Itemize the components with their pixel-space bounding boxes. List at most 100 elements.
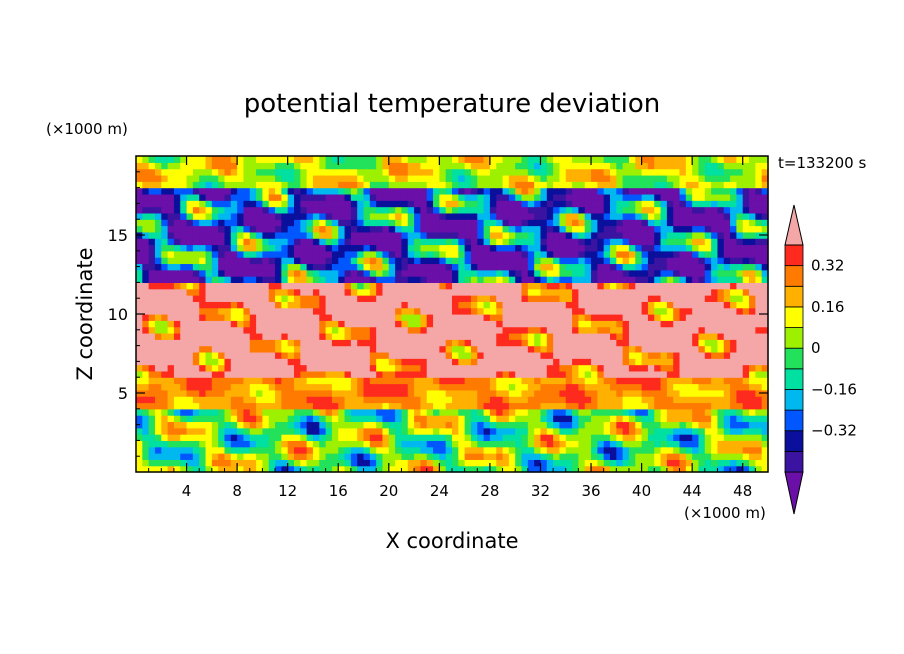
field-cell (704, 168, 712, 176)
field-cell (534, 162, 542, 170)
field-cell (673, 206, 681, 214)
field-cell (515, 402, 523, 410)
field-cell (401, 307, 409, 315)
field-cell (205, 326, 213, 334)
field-cell (262, 389, 270, 397)
field-cell (268, 320, 276, 328)
field-cell (388, 408, 396, 416)
field-cell (749, 225, 756, 233)
field-cell (287, 295, 295, 302)
field-cell (692, 440, 700, 448)
field-cell (287, 257, 295, 265)
field-cell (496, 370, 504, 378)
field-cell (186, 459, 194, 467)
field-cell (546, 276, 554, 283)
field-cell (445, 225, 453, 233)
field-cell (420, 320, 428, 328)
field-cell (521, 377, 529, 385)
field-cell (546, 427, 554, 435)
field-cell (483, 377, 491, 385)
field-cell (685, 263, 693, 271)
field-cell (433, 174, 440, 182)
field-cell (666, 427, 674, 435)
field-cell (205, 162, 213, 170)
field-cell (742, 244, 750, 252)
field-cell (205, 351, 213, 359)
field-cell (376, 231, 384, 239)
field-cell (161, 370, 169, 378)
field-cell (616, 339, 624, 347)
field-cell (496, 193, 504, 201)
field-cell (294, 351, 301, 359)
field-cell (742, 212, 750, 220)
field-cell (420, 288, 428, 296)
field-cell (755, 244, 763, 252)
field-cell (357, 193, 365, 201)
field-cell (407, 402, 415, 410)
field-cell (357, 307, 365, 315)
field-cell (338, 257, 346, 265)
field-cell (312, 225, 320, 233)
field-cell (218, 257, 226, 265)
field-cell (483, 225, 491, 233)
field-cell (325, 408, 333, 416)
field-cell (407, 200, 415, 208)
field-cell (173, 345, 181, 353)
field-cell (591, 168, 598, 176)
field-cell (256, 295, 263, 302)
field-cell (237, 358, 245, 366)
field-cell (597, 206, 605, 214)
field-cell (666, 345, 674, 353)
field-cell (559, 434, 567, 441)
field-cell (350, 168, 358, 176)
field-cell (635, 174, 643, 182)
field-cell (666, 453, 674, 460)
field-cell (464, 370, 472, 378)
field-cell (628, 238, 636, 246)
field-cell (755, 250, 763, 258)
field-cell (723, 200, 731, 208)
field-cell (287, 219, 295, 227)
field-cell (477, 257, 485, 265)
field-cell (382, 402, 390, 410)
field-cell (148, 408, 156, 416)
field-cell (458, 339, 466, 347)
field-cell (654, 396, 662, 404)
field-cell (369, 212, 377, 220)
field-cell (256, 446, 263, 454)
field-cell (382, 206, 390, 214)
field-cell (603, 238, 611, 246)
field-cell (452, 307, 459, 315)
field-cell (414, 263, 421, 271)
field-cell (452, 225, 459, 233)
field-cell (426, 383, 434, 391)
field-cell (464, 396, 472, 404)
field-cell (306, 459, 314, 467)
field-cell (192, 415, 200, 423)
field-cell (458, 156, 466, 163)
field-cell (452, 453, 459, 460)
field-cell (540, 465, 548, 473)
field-cell (256, 415, 263, 423)
field-cell (154, 282, 162, 290)
field-cell (401, 206, 409, 214)
field-cell (654, 187, 662, 195)
field-cell (363, 295, 371, 302)
field-cell (350, 383, 358, 391)
field-cell (306, 212, 314, 220)
field-cell (331, 225, 339, 233)
field-cell (452, 156, 459, 163)
field-cell (167, 351, 175, 359)
field-cell (439, 320, 447, 328)
field-cell (211, 396, 219, 404)
field-cell (407, 187, 415, 195)
field-cell (622, 440, 630, 448)
field-cell (685, 358, 693, 366)
field-cell (186, 263, 194, 271)
field-cell (755, 459, 763, 467)
field-cell (388, 453, 396, 460)
field-cell (426, 288, 434, 296)
field-cell (508, 193, 516, 201)
field-cell (679, 339, 687, 347)
field-cell (553, 465, 561, 473)
